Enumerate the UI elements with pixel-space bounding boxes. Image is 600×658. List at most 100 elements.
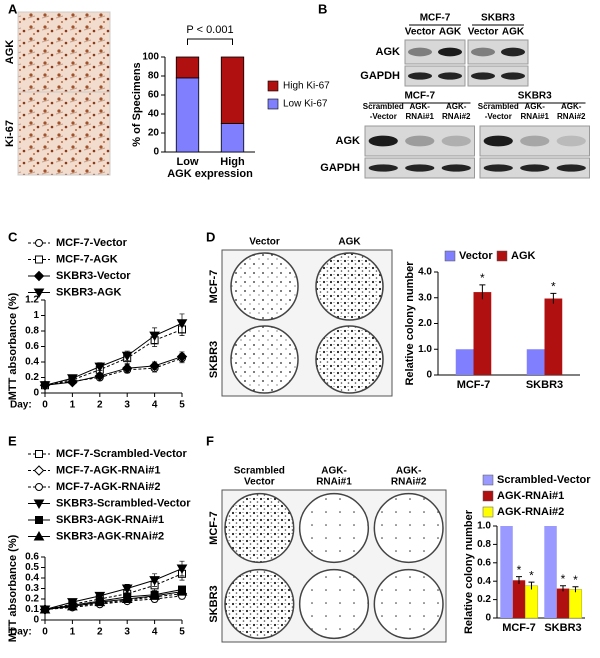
- y-tick-label: 2.0: [418, 318, 432, 329]
- legend-swatch: [482, 490, 494, 502]
- blot-band: [368, 135, 398, 147]
- blot-row-label: GAPDH: [360, 70, 400, 82]
- bar-segment: [220, 123, 245, 153]
- plate-column-label: AGK-: [396, 466, 422, 477]
- y-tick-label: 0.1: [25, 604, 39, 615]
- x-tick-label: 5: [179, 627, 185, 638]
- y-tick-label: 80: [148, 71, 160, 82]
- legend-swatch: [444, 250, 456, 262]
- blot-band: [405, 135, 435, 147]
- panel-label: C: [8, 229, 18, 244]
- legend-marker: [33, 499, 45, 510]
- marker: [67, 374, 78, 384]
- y-axis-label: MTT absorbance (%): [7, 292, 19, 400]
- y-axis-label: MTT absorbance (%): [7, 534, 19, 642]
- marker: [121, 362, 133, 374]
- legend-label: MCF-7-AGK-RNAi#2: [56, 481, 161, 493]
- bar: [568, 589, 582, 619]
- marker: [94, 591, 106, 602]
- significance-mark: *: [561, 572, 566, 586]
- legend-label: SKBR3-AGK-RNAi#1: [56, 514, 164, 526]
- bar: [544, 526, 557, 618]
- marker: [121, 584, 133, 595]
- x-axis-label: Day:: [10, 400, 32, 411]
- blot-band: [520, 135, 550, 147]
- blot-band: [556, 135, 586, 147]
- blot-band: [441, 135, 471, 147]
- series-line: [44, 322, 183, 386]
- legend-swatch: [482, 474, 494, 486]
- blot-band: [408, 72, 432, 80]
- y-tick-label: 60: [148, 90, 160, 101]
- legend-marker: [35, 239, 43, 247]
- legend-label: Scrambled-Vector: [497, 474, 591, 486]
- y-tick-label: 0.5: [25, 562, 39, 573]
- legend-marker: [35, 255, 43, 264]
- x-tick-label: MCF-7: [457, 379, 491, 391]
- legend-label: MCF-7-Vector: [56, 237, 128, 249]
- legend-label: AGK-RNAi#1: [497, 490, 564, 502]
- y-tick-label: 40: [148, 109, 160, 120]
- plate-well: [373, 568, 444, 640]
- legend-label: SKBR3-AGK-RNAi#2: [56, 530, 164, 542]
- legend-swatch: [267, 80, 279, 92]
- blot-lane-label: Vector: [405, 27, 436, 38]
- marker: [94, 370, 106, 382]
- blot-membrane: [467, 65, 529, 87]
- x-tick-label: High: [220, 156, 245, 168]
- blot-lane-label: RNAi#1: [521, 112, 550, 121]
- blot-band: [408, 47, 432, 57]
- plate-well: [224, 568, 295, 640]
- panel-label: D: [206, 229, 215, 244]
- legend-label: MCF-7-AGK: [56, 253, 118, 265]
- blot-lane-label: -Vector: [485, 112, 512, 121]
- y-tick-label: 0.6: [477, 557, 491, 568]
- marker: [149, 331, 160, 342]
- x-tick-label: Low: [177, 156, 199, 168]
- blot-band: [483, 135, 513, 147]
- plate-well: [298, 492, 370, 564]
- bar: [556, 588, 570, 618]
- blot-band: [438, 72, 462, 80]
- blot-lane-label: AGK: [439, 27, 462, 38]
- blot-band: [441, 164, 471, 172]
- blot-lane-label: RNAi#2: [557, 112, 586, 121]
- legend-marker: [33, 465, 45, 476]
- marker: [176, 319, 188, 329]
- significance-bracket: [187, 38, 233, 45]
- blot-lane-label: Vector: [468, 27, 499, 38]
- significance-mark: *: [517, 563, 522, 577]
- bar: [512, 580, 526, 618]
- legend-label: Vector: [459, 250, 493, 262]
- annotation: P < 0.001: [186, 24, 233, 36]
- bar: [544, 298, 563, 375]
- legend-label: SKBR3-AGK: [56, 286, 121, 298]
- legend-swatch: [267, 98, 279, 110]
- marker: [121, 593, 133, 603]
- y-tick-label: 0.6: [25, 552, 39, 563]
- x-axis-label: AGK expression: [167, 168, 253, 180]
- plate-row-label: MCF-7: [208, 511, 220, 545]
- y-axis-label: Relative colony number: [404, 261, 416, 386]
- plate-column-label: AGK: [338, 237, 361, 248]
- blot-band: [501, 47, 525, 57]
- legend-marker: [33, 288, 45, 299]
- blot-lane-label: AGK-: [525, 102, 546, 111]
- x-tick-label: 2: [97, 627, 103, 638]
- y-tick-label: 100: [142, 52, 159, 63]
- legend-label: Low Ki-67: [283, 99, 328, 110]
- y-tick-label: 0.8: [25, 326, 39, 337]
- y-tick-label: 0: [485, 613, 491, 624]
- x-tick-label: SKBR3: [526, 379, 563, 391]
- histology-image: [17, 91, 111, 176]
- blot-lane-label: RNAi#2: [442, 112, 471, 121]
- legend-marker: [35, 516, 43, 524]
- plate-column-label: Vector: [249, 237, 280, 248]
- y-tick-label: 0.6: [25, 341, 39, 352]
- blot-band: [438, 47, 462, 57]
- error-bar: [528, 581, 535, 590]
- error-bar: [560, 585, 566, 592]
- significance-mark: *: [529, 568, 534, 582]
- bar-segment: [175, 56, 200, 79]
- y-tick-label: 0.4: [25, 357, 39, 368]
